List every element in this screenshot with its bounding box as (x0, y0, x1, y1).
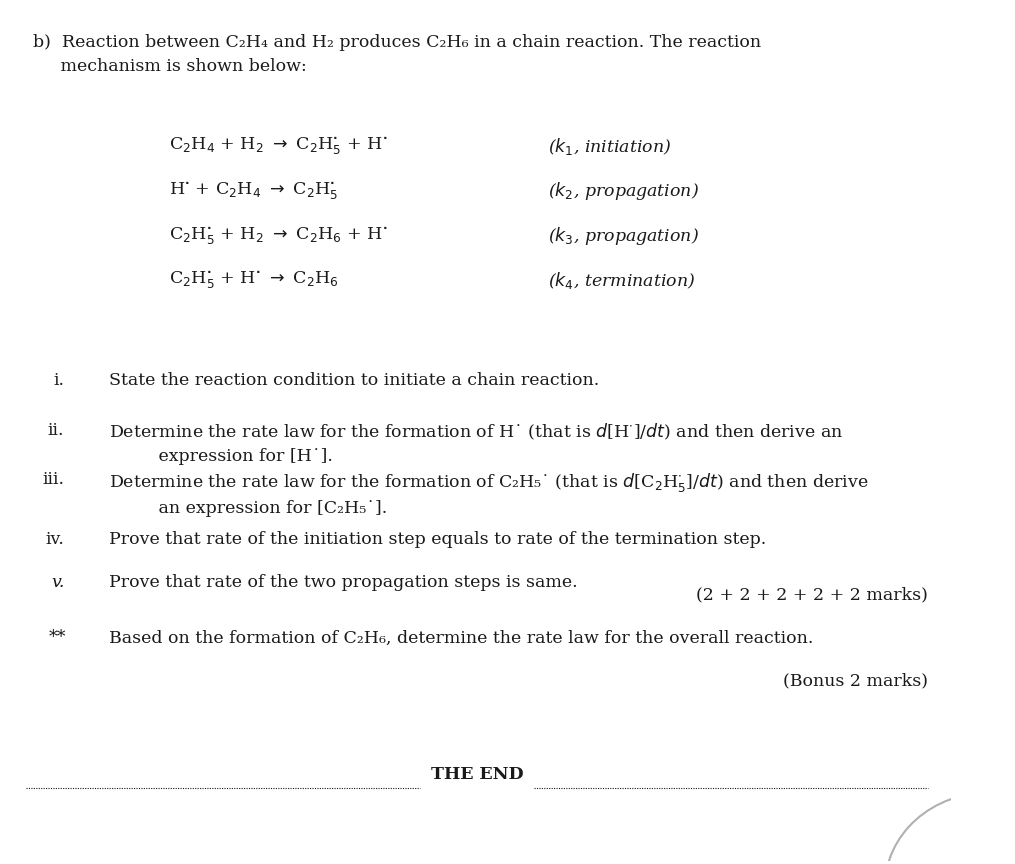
Text: ($k_2$, propagation): ($k_2$, propagation) (548, 181, 699, 202)
Text: C$_2$H$_5^{\boldsymbol{\cdot}}$ + H$^{\boldsymbol{\cdot}}$ $\rightarrow$ C$_2$H$: C$_2$H$_5^{\boldsymbol{\cdot}}$ + H$^{\b… (168, 270, 338, 291)
Text: ($k_4$, termination): ($k_4$, termination) (548, 270, 695, 291)
Text: ($k_3$, propagation): ($k_3$, propagation) (548, 226, 699, 247)
Text: THE END: THE END (430, 766, 524, 783)
Text: Determine the rate law for the formation of H˙ (that is $d$[H$^{\cdot}$]/$dt$) a: Determine the rate law for the formation… (109, 422, 843, 466)
Text: i.: i. (54, 372, 64, 389)
Text: Prove that rate of the initiation step equals to rate of the termination step.: Prove that rate of the initiation step e… (109, 530, 766, 548)
Text: Determine the rate law for the formation of C₂H₅˙ (that is $d$[C$_2$H$_5^{\cdot}: Determine the rate law for the formation… (109, 471, 869, 518)
Text: Prove that rate of the two propagation steps is same.: Prove that rate of the two propagation s… (109, 574, 578, 591)
Text: v.: v. (51, 574, 64, 591)
Text: Based on the formation of C₂H₆, determine the rate law for the overall reaction.: Based on the formation of C₂H₆, determin… (109, 630, 813, 646)
Text: iii.: iii. (43, 471, 64, 487)
Text: (2 + 2 + 2 + 2 + 2 marks): (2 + 2 + 2 + 2 + 2 marks) (695, 587, 928, 604)
Text: (Bonus 2 marks): (Bonus 2 marks) (783, 672, 928, 689)
Text: b)  Reaction between C₂H₄ and H₂ produces C₂H₆ in a chain reaction. The reaction: b) Reaction between C₂H₄ and H₂ produces… (33, 34, 761, 75)
Text: iv.: iv. (46, 530, 64, 548)
Text: ($k_1$, initiation): ($k_1$, initiation) (548, 136, 672, 157)
Text: C$_2$H$_5^{\boldsymbol{\cdot}}$ + H$_2$ $\rightarrow$ C$_2$H$_6$ + H$^{\boldsymb: C$_2$H$_5^{\boldsymbol{\cdot}}$ + H$_2$ … (168, 226, 387, 247)
Text: State the reaction condition to initiate a chain reaction.: State the reaction condition to initiate… (109, 372, 599, 389)
Text: ii.: ii. (48, 422, 64, 439)
Text: **: ** (49, 630, 66, 646)
Text: C$_2$H$_4$ + H$_2$ $\rightarrow$ C$_2$H$_5^{\boldsymbol{\cdot}}$ + H$^{\boldsymb: C$_2$H$_4$ + H$_2$ $\rightarrow$ C$_2$H$… (168, 136, 387, 157)
Text: H$^{\boldsymbol{\cdot}}$ + C$_2$H$_4$ $\rightarrow$ C$_2$H$_5^{\boldsymbol{\cdot: H$^{\boldsymbol{\cdot}}$ + C$_2$H$_4$ $\… (168, 181, 338, 202)
